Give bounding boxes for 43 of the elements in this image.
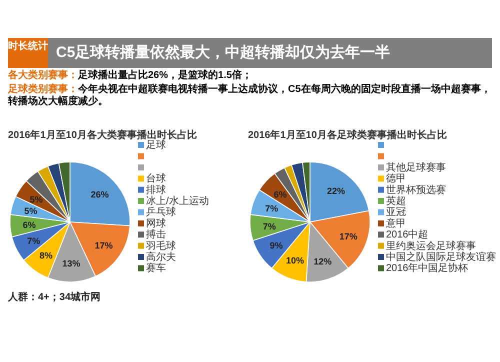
data-label: 8% <box>40 250 53 261</box>
legend-label: 中国之队国际足球友谊赛 <box>386 251 496 263</box>
legend-label: 世界杯预选赛 <box>386 184 446 196</box>
data-label: 7% <box>27 236 40 246</box>
legend-label: 其他足球赛事 <box>386 161 446 174</box>
legend-label: 2016中超 <box>386 228 428 241</box>
chart-title: 2016年1月至10月各足球类赛事播出时长占比 <box>248 129 447 141</box>
legend-label: 冰上/水上运动 <box>146 195 209 207</box>
data-label: 22% <box>327 186 346 196</box>
data-label: 10% <box>286 255 304 266</box>
legend-label: 意甲 <box>385 217 406 230</box>
data-label: 12% <box>314 256 332 266</box>
legend-label: 足球 <box>146 139 166 151</box>
legend-label: 网球 <box>146 217 166 230</box>
legend-label: 德甲 <box>386 174 406 185</box>
legend-label: 亚冠 <box>386 207 406 218</box>
legend-label: 2016年中国足协杯 <box>386 262 468 274</box>
data-label: 6% <box>274 190 287 200</box>
legend-label: 羽毛球 <box>146 240 176 252</box>
data-label: 17% <box>339 231 358 242</box>
legend-label: 乒乓球 <box>146 206 176 218</box>
data-label: 9% <box>270 240 283 250</box>
legend-label: 里约奥运会足球赛事 <box>386 240 476 252</box>
text: 各大类别赛事：足球播出量占比26%，是篮球的1.5倍； <box>8 70 253 82</box>
data-label: 17% <box>94 240 113 250</box>
data-label: 5% <box>24 206 38 216</box>
text: 时长统计 <box>8 38 48 68</box>
legend-label: 英超 <box>386 195 406 207</box>
legend-label: 赛车 <box>146 262 166 274</box>
legend-label: 排球 <box>146 184 166 196</box>
data-label: 26% <box>90 190 109 200</box>
legend-label: 高尔夫 <box>146 251 176 263</box>
data-label: 6% <box>22 220 36 230</box>
data-label: 5% <box>30 194 43 205</box>
legend-label: 台球 <box>146 172 166 185</box>
data-label: 13% <box>62 258 80 268</box>
data-label: 7% <box>262 221 276 232</box>
text: 人群：4+；34城市网 <box>7 291 101 303</box>
legend-label: 搏击 <box>146 228 166 241</box>
chart-title: 2016年1月至10月各大类赛事播出时长占比 <box>8 129 197 141</box>
text: 足球类别赛事：今年央视在中超联赛电视转播一事上达成协议，C5在每周六晚的固定时段直播一场中超赛事，转播场次大幅度减少。 <box>8 84 492 108</box>
text: C5足球转播量依然最大，中超转播却仅为去年一半 <box>55 43 390 63</box>
data-label: 7% <box>265 204 278 214</box>
